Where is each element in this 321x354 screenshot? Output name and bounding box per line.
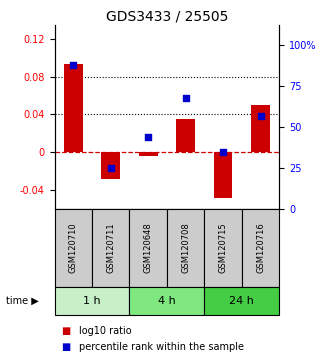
Bar <box>176 119 195 152</box>
Text: GSM120715: GSM120715 <box>219 222 228 273</box>
Text: GSM120648: GSM120648 <box>144 222 153 273</box>
Title: GDS3433 / 25505: GDS3433 / 25505 <box>106 10 228 24</box>
Text: GSM120716: GSM120716 <box>256 222 265 273</box>
Bar <box>129 287 204 315</box>
Text: log10 ratio: log10 ratio <box>79 326 131 336</box>
Point <box>146 134 151 140</box>
Bar <box>101 152 120 179</box>
Text: ■: ■ <box>61 342 70 352</box>
Bar <box>55 209 92 287</box>
Point <box>258 113 263 119</box>
Text: GSM120710: GSM120710 <box>69 222 78 273</box>
Bar <box>55 287 129 315</box>
Text: 24 h: 24 h <box>230 296 254 306</box>
Bar <box>251 105 270 152</box>
Text: 4 h: 4 h <box>158 296 176 306</box>
Text: 1 h: 1 h <box>83 296 101 306</box>
Bar <box>139 152 158 156</box>
Bar <box>204 209 242 287</box>
Point <box>71 62 76 68</box>
Point <box>183 95 188 101</box>
Text: percentile rank within the sample: percentile rank within the sample <box>79 342 244 352</box>
Bar <box>242 209 279 287</box>
Text: GSM120708: GSM120708 <box>181 222 190 273</box>
Bar <box>214 152 232 198</box>
Bar <box>167 209 204 287</box>
Bar <box>129 209 167 287</box>
Text: time ▶: time ▶ <box>6 296 39 306</box>
Bar <box>204 287 279 315</box>
Text: ■: ■ <box>61 326 70 336</box>
Point <box>108 165 113 171</box>
Point <box>221 149 226 154</box>
Bar <box>64 64 83 152</box>
Text: GSM120711: GSM120711 <box>106 222 115 273</box>
Bar <box>92 209 129 287</box>
